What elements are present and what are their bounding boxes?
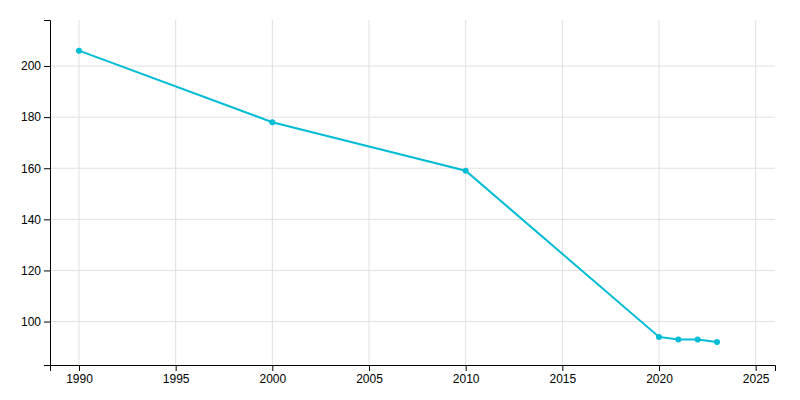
x-tick-mark — [79, 365, 80, 371]
x-tick-label: 2015 — [549, 372, 576, 386]
y-tick-label: 120 — [21, 264, 41, 278]
x-grid-line — [79, 20, 80, 365]
y-tick: 120 — [21, 264, 50, 278]
x-tick-label: 2010 — [453, 372, 480, 386]
x-tick: 2015 — [549, 365, 576, 386]
x-grid-line — [755, 20, 756, 365]
y-grid-line — [50, 66, 775, 67]
y-grid-line — [50, 270, 775, 271]
x-tick-mark — [176, 365, 177, 371]
y-tick: 160 — [21, 162, 50, 176]
y-axis-line — [44, 21, 51, 366]
point — [463, 168, 469, 174]
x-axis: 1990 1995 2000 2005 2010 2015 2020 2025 — [51, 365, 776, 386]
y-tick-mark — [44, 117, 50, 118]
plot: 1990 1995 2000 2005 2010 2015 2020 2025 100 120 14… — [21, 20, 776, 386]
y-tick-mark — [44, 168, 50, 169]
x-tick-mark — [756, 365, 757, 371]
x-tick: 1995 — [163, 365, 190, 386]
x-tick-mark — [466, 365, 467, 371]
x-tick-mark — [562, 365, 563, 371]
x-grid-line — [272, 20, 273, 365]
y-tick-label: 140 — [21, 213, 41, 227]
x-tick-label: 1995 — [163, 372, 190, 386]
x-tick: 2025 — [743, 365, 770, 386]
y-tick-mark — [44, 66, 50, 67]
x-tick-label: 2025 — [743, 372, 770, 386]
point — [76, 48, 82, 54]
y-tick-mark — [44, 322, 50, 323]
x-tick: 1990 — [66, 365, 93, 386]
y-tick-mark — [44, 219, 50, 220]
y-tick: 140 — [21, 213, 50, 227]
y-tick-label: 160 — [21, 162, 41, 176]
x-tick-mark — [659, 365, 660, 371]
x-tick-label: 1990 — [66, 372, 93, 386]
point — [269, 119, 275, 125]
x-tick-label: 2000 — [259, 372, 286, 386]
y-grid-line — [50, 219, 775, 220]
x-grid-line — [175, 20, 176, 365]
x-axis-line — [51, 366, 776, 372]
point — [656, 334, 662, 340]
y-tick-mark — [44, 270, 50, 271]
x-tick: 2020 — [646, 365, 673, 386]
y-grid-line — [50, 168, 775, 169]
x-tick-label: 2005 — [356, 372, 383, 386]
x-grid-line — [562, 20, 563, 365]
x-grid-line — [369, 20, 370, 365]
chart: 1990 1995 2000 2005 2010 2015 2020 2025 100 120 14… — [0, 0, 800, 400]
x-tick: 2000 — [259, 365, 286, 386]
y-tick: 100 — [21, 315, 50, 329]
x-tick: 2005 — [356, 365, 383, 386]
point — [675, 336, 681, 342]
point — [714, 339, 720, 345]
x-grid-line — [465, 20, 466, 365]
y-tick: 200 — [21, 59, 50, 73]
y-axis: 100 120 140 160 180 200 — [21, 21, 51, 366]
y-grid-line — [50, 321, 775, 322]
y-tick: 180 — [21, 110, 50, 124]
y-grid-line — [50, 117, 775, 118]
y-tick-label: 100 — [21, 315, 41, 329]
x-tick-mark — [369, 365, 370, 371]
x-tick-label: 2020 — [646, 372, 673, 386]
line — [79, 51, 717, 342]
y-tick-label: 180 — [21, 110, 41, 124]
grid — [50, 20, 775, 365]
marks — [76, 48, 720, 345]
y-tick-label: 200 — [21, 59, 41, 73]
x-grid-line — [659, 20, 660, 365]
point — [695, 336, 701, 342]
x-tick: 2010 — [453, 365, 480, 386]
x-tick-mark — [272, 365, 273, 371]
